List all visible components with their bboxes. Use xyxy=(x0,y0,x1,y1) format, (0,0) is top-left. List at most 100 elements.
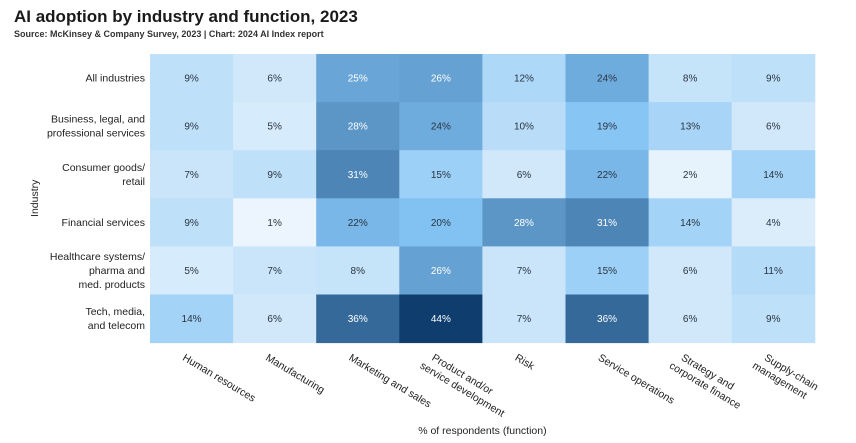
heatmap-cell xyxy=(648,294,733,344)
heatmap-cell xyxy=(565,294,650,344)
row-label: Healthcare systems/pharma and med. produc… xyxy=(50,251,145,291)
cell-value-label: 31% xyxy=(348,170,368,181)
heatmap-cell xyxy=(150,54,234,103)
cell-value-label: 7% xyxy=(517,266,532,277)
cell-value-label: 36% xyxy=(348,314,368,325)
heatmap-cell xyxy=(648,198,733,247)
heatmap-cell xyxy=(731,102,816,151)
cell-value-label: 6% xyxy=(267,314,282,325)
row-label: All industries xyxy=(85,73,145,85)
row-label: Tech, media, and telecom xyxy=(85,306,145,332)
cell-value-label: 6% xyxy=(766,122,781,133)
cell-value-label: 9% xyxy=(184,218,199,229)
y-axis-title: Industry xyxy=(29,179,41,217)
heatmap-cell xyxy=(316,150,400,199)
heatmap-cell xyxy=(233,150,317,199)
heatmap-cell xyxy=(399,246,483,295)
cell-value-label: 9% xyxy=(267,170,282,181)
svg-text:Marketing and sales: Marketing and sales xyxy=(347,352,434,411)
cell-value-label: 15% xyxy=(431,170,451,181)
column-label: Service operations xyxy=(596,352,677,407)
cell-value-label: 2% xyxy=(683,170,698,181)
column-label: Manufacturing xyxy=(263,352,326,397)
cell-value-label: 4% xyxy=(766,218,781,229)
row-label: Financial services xyxy=(62,217,145,229)
cell-value-label: 6% xyxy=(517,170,532,181)
heatmap-cell xyxy=(731,198,816,247)
cell-value-label: 24% xyxy=(597,74,617,85)
heatmap-cell xyxy=(233,54,317,103)
heatmap-cell xyxy=(150,246,234,295)
cell-value-label: 7% xyxy=(267,266,282,277)
heatmap-cell xyxy=(233,294,317,344)
heatmap-cell xyxy=(316,294,400,344)
cell-value-label: 5% xyxy=(184,266,199,277)
heatmap-cell xyxy=(731,150,816,199)
cell-value-label: 28% xyxy=(348,122,368,133)
cell-value-label: 24% xyxy=(431,122,451,133)
cell-value-label: 44% xyxy=(431,314,451,325)
x-axis-title: % of respondents (function) xyxy=(418,425,546,437)
heatmap-cell xyxy=(565,198,650,247)
chart-subtitle: Source: McKinsey & Company Survey, 2023 … xyxy=(14,29,324,39)
cell-value-label: 7% xyxy=(517,314,532,325)
heatmap-cell xyxy=(233,102,317,151)
svg-text:Risk: Risk xyxy=(513,352,537,373)
column-label: Marketing and sales xyxy=(347,352,434,411)
heatmap-cell xyxy=(316,246,400,295)
svg-text:Strategy andcorporate finance: Strategy andcorporate finance xyxy=(667,349,750,412)
chart-title: AI adoption by industry and function, 20… xyxy=(14,7,358,26)
cell-value-label: 26% xyxy=(431,266,451,277)
cell-value-label: 36% xyxy=(597,314,617,325)
svg-text:Product and/orservice developm: Product and/orservice development xyxy=(418,349,513,420)
cell-value-label: 6% xyxy=(267,74,282,85)
cell-value-label: 9% xyxy=(766,314,781,325)
heatmap-cell xyxy=(731,246,816,295)
heatmap-cell xyxy=(648,246,733,295)
heatmap-cell xyxy=(150,150,234,199)
heatmap-cell xyxy=(482,246,566,295)
heatmap-cell xyxy=(399,150,483,199)
heatmap-cell xyxy=(565,54,650,103)
cell-value-label: 7% xyxy=(184,170,199,181)
heatmap-cell xyxy=(648,54,733,103)
row-label: Consumer goods/retail xyxy=(62,162,145,188)
cell-value-label: 6% xyxy=(683,266,698,277)
cell-value-label: 12% xyxy=(514,74,534,85)
heatmap-cell xyxy=(233,198,317,247)
heatmap-cell xyxy=(150,102,234,151)
svg-text:Service operations: Service operations xyxy=(596,352,677,407)
cell-value-label: 11% xyxy=(764,266,783,277)
cell-value-label: 8% xyxy=(683,74,698,85)
svg-text:Supply-chainmanagement: Supply-chainmanagement xyxy=(750,349,820,405)
svg-text:Human resources: Human resources xyxy=(180,352,257,405)
heatmap-cell xyxy=(399,102,483,151)
cell-value-label: 9% xyxy=(184,122,199,133)
heatmap-cell xyxy=(233,246,317,295)
heatmap-cell xyxy=(731,294,816,344)
column-label: Supply-chainmanagement xyxy=(750,349,820,405)
cell-value-label: 1% xyxy=(267,218,282,229)
row-label: Business, legal, and professional service… xyxy=(47,114,145,140)
heatmap-cell xyxy=(648,150,733,199)
svg-text:Manufacturing: Manufacturing xyxy=(263,352,326,397)
cell-value-label: 13% xyxy=(680,122,700,133)
heatmap-cell xyxy=(482,198,566,247)
heatmap-cell xyxy=(565,102,650,151)
heatmap-cell xyxy=(482,150,566,199)
cell-value-label: 28% xyxy=(514,218,534,229)
cell-value-label: 5% xyxy=(267,122,282,133)
heatmap-cell xyxy=(316,102,400,151)
heatmap-cell xyxy=(399,294,483,344)
column-label: Strategy andcorporate finance xyxy=(667,349,750,412)
heatmap-cell xyxy=(399,54,483,103)
cell-value-label: 14% xyxy=(763,170,783,181)
column-label: Risk xyxy=(513,352,537,373)
heatmap-cell xyxy=(316,198,400,247)
cell-value-label: 14% xyxy=(680,218,700,229)
cell-value-label: 31% xyxy=(597,218,617,229)
cell-value-label: 22% xyxy=(597,170,617,181)
cell-value-label: 14% xyxy=(182,314,202,325)
cell-value-label: 20% xyxy=(431,218,451,229)
heatmap-cell xyxy=(648,102,733,151)
